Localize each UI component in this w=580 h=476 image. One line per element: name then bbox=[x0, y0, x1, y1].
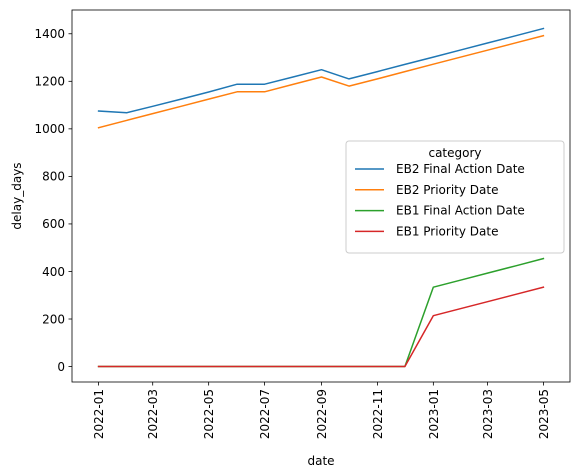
x-axis-label: date bbox=[307, 454, 334, 468]
x-tick-label: 2023-03 bbox=[481, 389, 495, 439]
x-tick-label: 2022-05 bbox=[202, 389, 216, 439]
x-tick-label: 2022-11 bbox=[371, 389, 385, 439]
legend-label: EB1 Priority Date bbox=[396, 224, 498, 238]
legend-label: EB2 Final Action Date bbox=[396, 162, 525, 176]
x-tick-label: 2023-05 bbox=[537, 389, 551, 439]
y-tick-label: 1000 bbox=[34, 122, 65, 136]
series-layer bbox=[97, 27, 545, 368]
legend-label: EB2 Priority Date bbox=[396, 183, 498, 197]
y-tick-label: 200 bbox=[42, 312, 65, 326]
x-tick-label: 2022-03 bbox=[146, 389, 160, 439]
series-line-1 bbox=[97, 27, 545, 114]
series-line-3 bbox=[97, 257, 545, 368]
x-tick-label: 2023-01 bbox=[427, 389, 441, 439]
y-tick-label: 1200 bbox=[34, 75, 65, 89]
legend-label: EB1 Final Action Date bbox=[396, 204, 525, 218]
y-axis-label: delay_days bbox=[10, 162, 24, 229]
x-tick-label: 2022-09 bbox=[315, 389, 329, 439]
legend: category EB2 Final Action Date EB2 Priori… bbox=[345, 140, 565, 254]
x-tick-label: 2022-01 bbox=[92, 389, 106, 439]
legend-title: category bbox=[428, 146, 481, 160]
series-line-4 bbox=[97, 286, 545, 368]
x-axis: 2022-01 2022-03 2022-05 2022-07 2022-09 2022-… bbox=[92, 382, 551, 439]
y-tick-label: 800 bbox=[42, 170, 65, 184]
y-tick-label: 0 bbox=[57, 360, 65, 374]
legend-items: EB2 Final Action Date EB2 Priority Date EB… bbox=[355, 162, 525, 238]
y-axis: 0 200 400 600 800 1000 1200 1400 bbox=[34, 27, 72, 374]
y-tick-label: 400 bbox=[42, 265, 65, 279]
x-tick-label: 2022-07 bbox=[258, 389, 272, 439]
y-tick-label: 600 bbox=[42, 217, 65, 231]
legend-box bbox=[345, 140, 565, 254]
plot-frame bbox=[71, 9, 571, 383]
series-line-2 bbox=[97, 34, 545, 129]
y-tick-label: 1400 bbox=[34, 27, 65, 41]
